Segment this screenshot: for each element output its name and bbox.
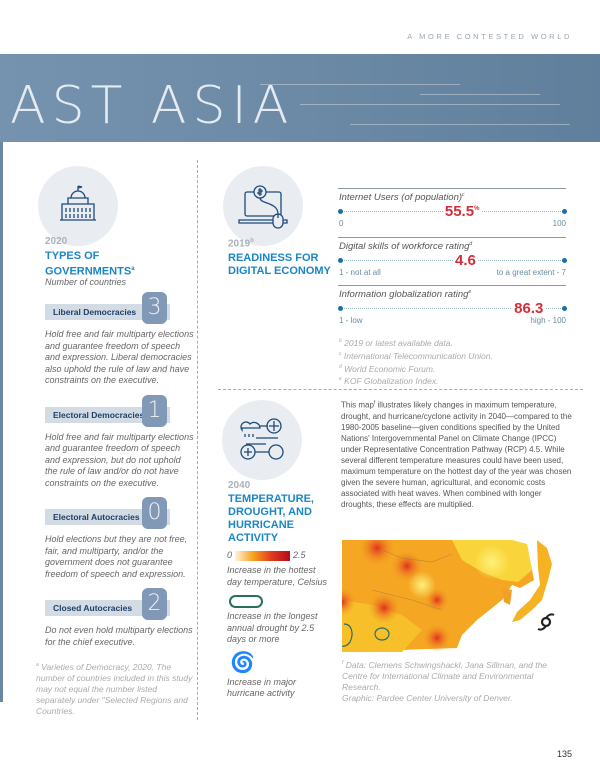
- gov-year: 2020: [45, 236, 68, 247]
- drought-contour: [374, 627, 390, 641]
- count-electoral-democracies: 1: [142, 394, 167, 427]
- metric-min-label: 1 - not at all: [339, 268, 381, 277]
- map-source: f Data: Clemens Schwingshackl, Jana Sill…: [342, 659, 548, 703]
- metric-label: Digital skills of workforce ratingd: [339, 241, 473, 253]
- gov-title: TYPES OF GOVERNMENTSa: [45, 250, 135, 278]
- count-liberal-democracies: 3: [142, 292, 167, 324]
- drought-contour: [339, 623, 353, 647]
- drought-contour-icon: [229, 595, 263, 608]
- gov-block-liberal-democracies: Liberal Democracies 3 Hold free and fair …: [36, 292, 196, 387]
- count-electoral-autocracies: 0: [142, 497, 167, 529]
- digital-year: 2019b: [228, 238, 254, 250]
- metric-rule: [338, 285, 566, 286]
- metric-max-label: high - 100: [530, 316, 566, 325]
- capitol-icon: [38, 166, 118, 246]
- section-banner: AST ASIA: [0, 54, 600, 142]
- temperature-color-scale: [235, 551, 291, 561]
- metric-max-dot: [562, 209, 567, 214]
- hurricane-icon: 🌀: [230, 651, 255, 674]
- metric-max-label: 100: [552, 219, 566, 228]
- desc-closed-autocracies: Do not even hold multiparty elections fo…: [45, 625, 193, 647]
- gov-block-electoral-autocracies: Electoral Autocracies 0 Hold elections bu…: [36, 497, 196, 580]
- category-liberal-democracies: Liberal Democracies: [45, 304, 170, 320]
- map-hurricane-icon: [537, 613, 555, 631]
- category-closed-autocracies: Closed Autocracies: [45, 600, 170, 616]
- laptop-dollar-icon: [223, 166, 303, 246]
- map-legend: 0 2.5 Increase in the hottest day temper…: [227, 550, 329, 700]
- metric-min-dot: [338, 209, 343, 214]
- metric-min-dot: [338, 258, 343, 263]
- metric-min-label: 1 - low: [339, 316, 363, 325]
- hurricane-legend-label: Increase in major hurricane activity: [227, 676, 297, 699]
- metric-track: [340, 308, 565, 309]
- metric-rule: [338, 237, 566, 238]
- metric-max-label: to a great extent - 7: [496, 268, 566, 277]
- desc-electoral-democracies: Hold free and fair multiparty elections …: [45, 431, 194, 488]
- metric-min-label: 0: [339, 219, 344, 228]
- temperature-legend-label: Increase in the hottest day temperature,…: [227, 565, 328, 587]
- climate-title: TEMPERATURE, DROUGHT, AND HURRICANE ACTIVIT…: [228, 493, 314, 544]
- climate-icon: [222, 400, 302, 480]
- section-title: AST ASIA: [10, 76, 295, 136]
- climate-body-text: This mapf illustrates likely changes in …: [341, 400, 572, 509]
- metric-min-dot: [338, 306, 343, 311]
- climate-year: 2040: [228, 480, 251, 491]
- category-electoral-democracies: Electoral Democracies: [45, 406, 170, 423]
- digital-title: READINESS FOR DIGITAL ECONOMY: [228, 252, 331, 277]
- gov-block-electoral-democracies: Electoral Democracies 1 Hold free and fai…: [36, 394, 196, 490]
- gov-footnote: a Varieties of Democracy, 2020. The numb…: [36, 661, 193, 716]
- section-divider: [218, 389, 583, 390]
- column-divider: [197, 160, 198, 720]
- government-types-list: Liberal Democracies 3 Hold free and fair …: [36, 292, 196, 717]
- running-title: A MORE CONTESTED WORLD: [407, 32, 572, 41]
- scale-min: 0: [227, 550, 233, 561]
- drought-legend-label: Increase in the longest annual drought b…: [227, 611, 318, 644]
- metric-value: 4.6: [453, 251, 478, 269]
- metric-value: 86.3: [512, 299, 546, 317]
- digital-footnotes: b 2019 or latest available data. c Inter…: [339, 337, 493, 387]
- category-electoral-autocracies: Electoral Autocracies: [45, 509, 170, 525]
- metric-track: [340, 260, 565, 261]
- metric-label: Information globalization ratinge: [339, 289, 472, 301]
- left-accent-bar: [0, 142, 3, 702]
- metric-value: 55.5%: [442, 202, 482, 220]
- count-closed-autocracies: 2: [142, 588, 167, 620]
- metric-rule: [338, 188, 566, 189]
- page-number: 135: [556, 749, 572, 759]
- scale-max: 2.5: [293, 550, 306, 561]
- desc-liberal-democracies: Hold free and fair multiparty elections …: [45, 329, 194, 385]
- metric-max-dot: [562, 258, 567, 263]
- gov-subtitle: Number of countries: [45, 277, 127, 287]
- metric-label: Internet Users (of population)c: [339, 192, 465, 204]
- desc-electoral-autocracies: Hold elections but they are not free, fa…: [45, 534, 188, 579]
- gov-block-closed-autocracies: Closed Autocracies 2 Do not even hold mul…: [36, 588, 196, 648]
- east-asia-heat-map: [328, 530, 567, 652]
- metric-max-dot: [562, 306, 567, 311]
